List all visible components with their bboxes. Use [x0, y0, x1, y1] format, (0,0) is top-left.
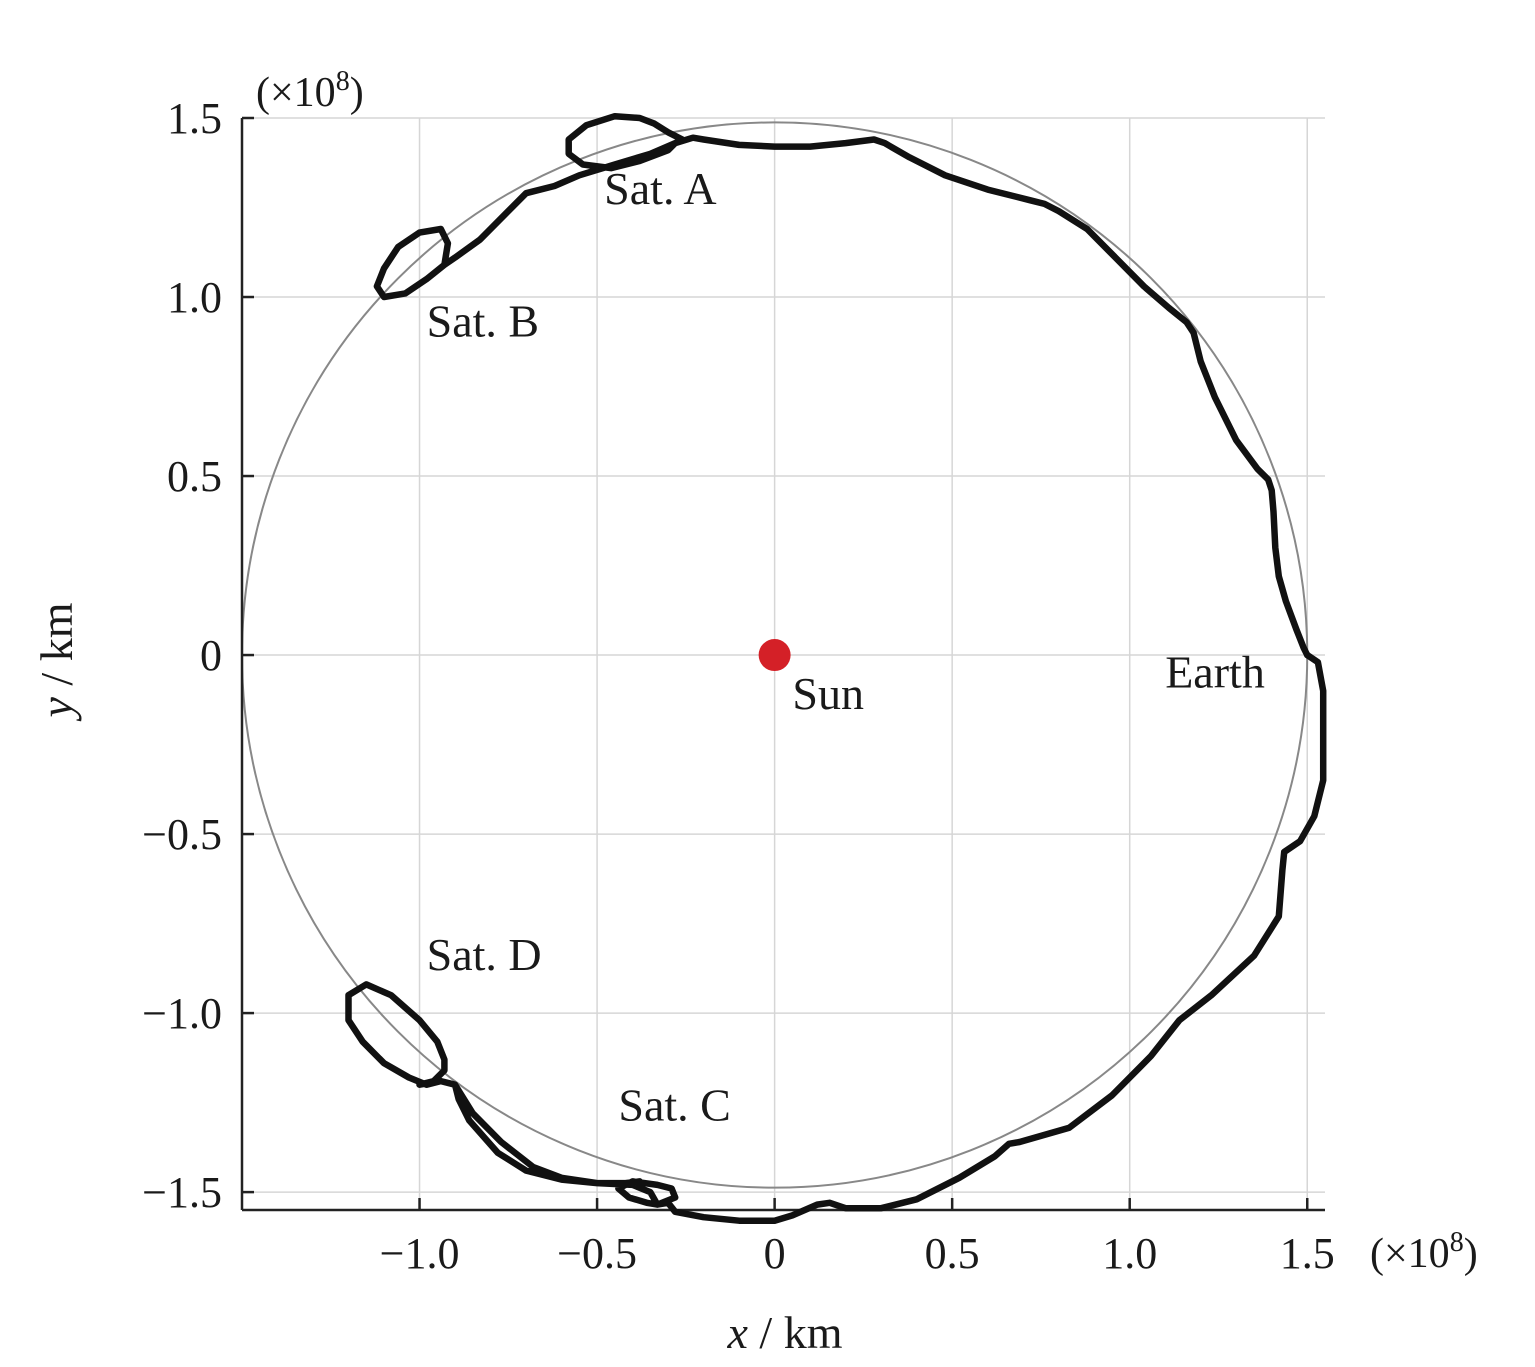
trajectory-path-upper: [373, 112, 1311, 659]
y-tick-label-1: −1.0: [142, 989, 222, 1038]
x-scale-label: (×108): [1370, 1227, 1478, 1277]
sun-marker: [758, 639, 791, 672]
x-tick-label-3: 0.5: [925, 1229, 980, 1278]
x-tick-label-0: −1.0: [380, 1229, 460, 1278]
x-tick-label-1: −0.5: [557, 1229, 637, 1278]
x-scale-base: (×10: [1370, 1231, 1450, 1277]
y-tick-label-2: −0.5: [142, 810, 222, 859]
y-tick-label-5: 1.0: [167, 273, 222, 322]
y-axis-label: y / km: [31, 602, 82, 721]
y-tick-label-0: −1.5: [142, 1168, 222, 1217]
annotation-sat-d: Sat. D: [427, 929, 542, 980]
annotation-sat-b: Sat. B: [427, 295, 539, 346]
axes: [240, 118, 1325, 1212]
x-scale-close: ): [1464, 1231, 1478, 1277]
annotation-sat-c: Sat. C: [618, 1079, 730, 1130]
x-tick-label-2: 0: [764, 1229, 786, 1278]
y-tick-label-6: 1.5: [167, 94, 222, 143]
x-axis-unit: / km: [748, 1307, 843, 1358]
annotation-earth: Earth: [1165, 646, 1265, 697]
y-scale-close: ): [350, 70, 364, 116]
x-scale-exponent: 8: [1450, 1227, 1464, 1258]
y-scale-label: (×108): [256, 66, 364, 116]
y-tick-label-4: 0.5: [167, 452, 222, 501]
x-tick-label-4: 1.0: [1102, 1229, 1157, 1278]
y-scale-exponent: 8: [336, 66, 350, 97]
x-tick-label-5: 1.5: [1280, 1229, 1335, 1278]
x-axis-label: x / km: [727, 1307, 843, 1358]
y-axis-unit: / km: [31, 602, 82, 697]
x-axis-var: x: [727, 1307, 749, 1358]
x-ticks: −1.0 −0.5 0 0.5 1.0 1.5: [380, 1198, 1335, 1278]
sun-label: Sun: [792, 668, 864, 719]
annotation-sat-a: Sat. A: [604, 163, 716, 214]
y-axis-var: y: [31, 696, 82, 721]
trajectory-path: [345, 651, 1327, 1224]
y-scale-base: (×10: [256, 70, 336, 116]
annotations: Sun Sat. A Sat. B Earth Sat. D Sat. C: [427, 163, 1265, 1131]
y-tick-label-3: 0: [200, 631, 222, 680]
y-ticks: −1.5 −1.0 −0.5 0 0.5 1.0 1.5: [142, 94, 254, 1217]
